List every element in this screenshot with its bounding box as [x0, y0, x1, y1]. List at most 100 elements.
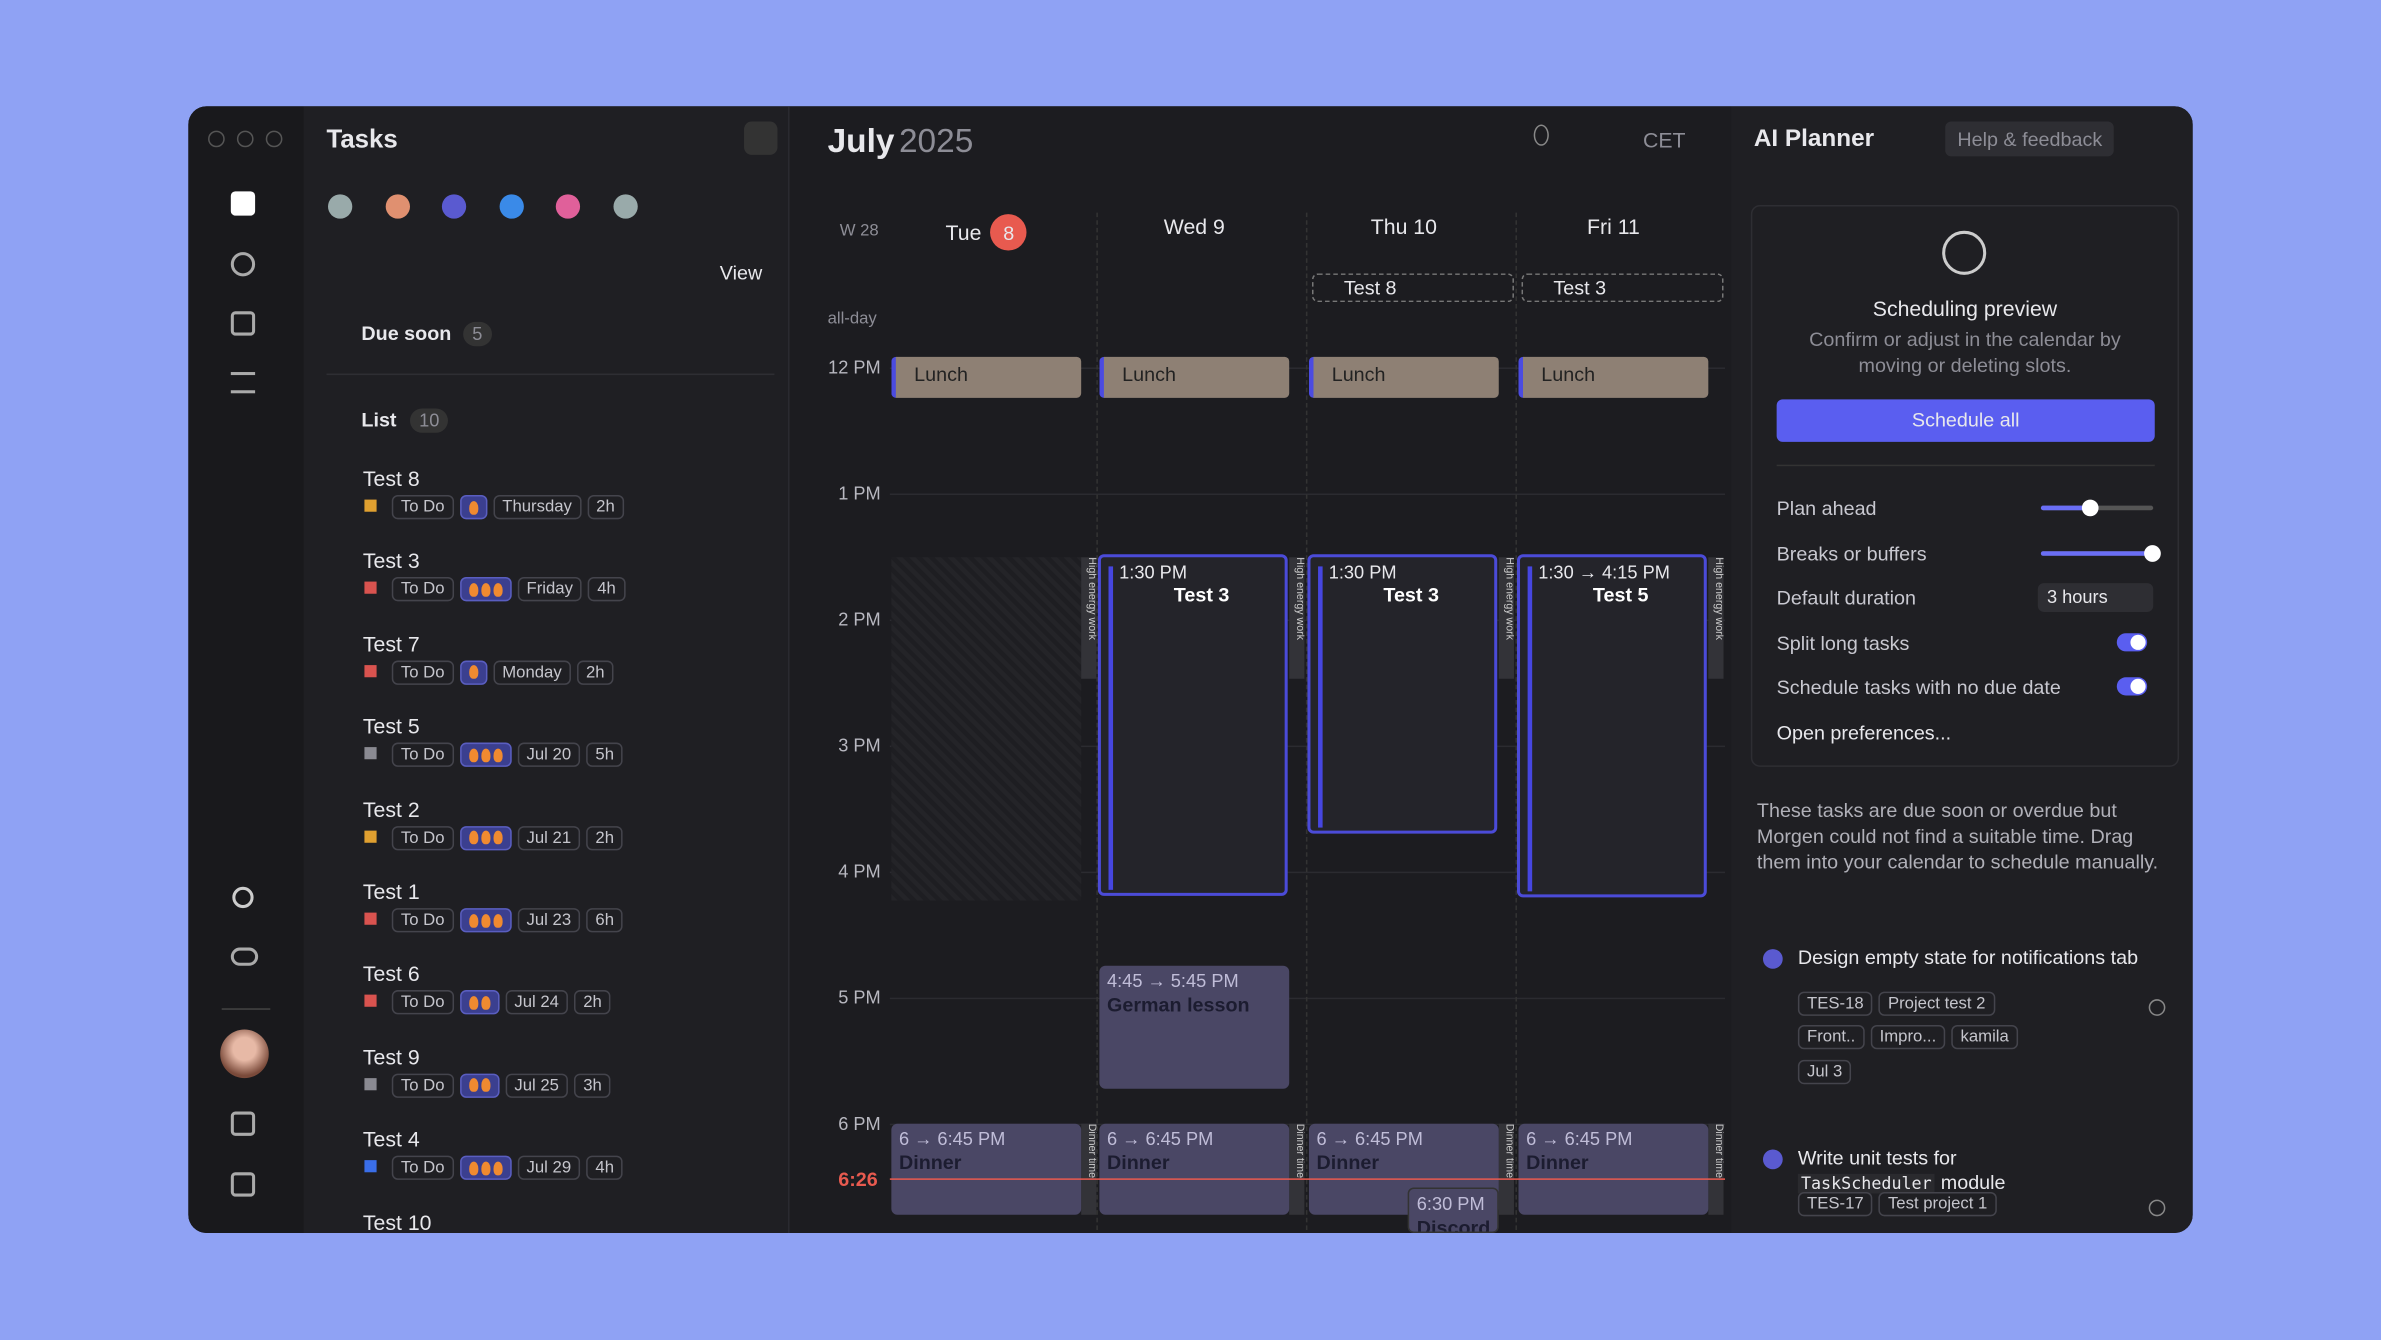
energy-chip — [459, 825, 512, 850]
divider — [221, 1008, 271, 1010]
task-meta: To Do Jul 21 2h — [391, 825, 629, 850]
duration-chip: 3h — [574, 1073, 611, 1098]
task-id: TES-17 — [1797, 1192, 1873, 1217]
hour-label: 6 PM — [838, 1113, 881, 1135]
calendar-icon[interactable] — [230, 1172, 256, 1197]
flame — [480, 748, 491, 762]
nav-button[interactable] — [1533, 124, 1549, 146]
day-header: Wed 9 — [1099, 214, 1289, 238]
flame — [468, 995, 478, 1010]
task-title: Test 4 — [362, 1127, 420, 1152]
task-meta: To Do Jul 24 2h — [391, 990, 617, 1015]
event-title: Dinner — [1106, 1151, 1170, 1174]
status-chip: To Do — [391, 495, 454, 520]
event[interactable]: 6 → 6:45 PM Dinner — [1099, 1123, 1290, 1215]
event[interactable]: 6:30 PM Discord — [1407, 1187, 1499, 1234]
task-meta: To Do Thursday 2h — [391, 495, 630, 520]
window-button[interactable] — [208, 130, 225, 148]
task-title: Test 7 — [362, 631, 420, 656]
event-time: 1:30 → 4:15 PM — [1538, 561, 1670, 584]
energy-block: High energy work — [1708, 557, 1724, 679]
sidebar — [188, 106, 304, 1234]
schedule-button[interactable]: Schedule all — [1776, 399, 2155, 442]
energy-chip — [459, 742, 512, 768]
hour-label: 12 PM — [828, 356, 881, 379]
energy-chip — [459, 990, 500, 1015]
toggle[interactable] — [2116, 677, 2148, 696]
flame — [493, 913, 503, 928]
energy-block: High energy work — [1081, 557, 1097, 679]
duration-chip: 2h — [576, 660, 614, 685]
nav-icon[interactable] — [230, 252, 256, 277]
add-button[interactable] — [744, 121, 778, 155]
help-icon[interactable] — [230, 1111, 256, 1136]
energy-chip — [459, 908, 512, 933]
duration-select[interactable]: 3 hours — [2037, 583, 2154, 612]
priority-flag — [364, 912, 377, 925]
event-title: Test 5 — [1592, 583, 1649, 606]
tasks-nav[interactable] — [230, 191, 256, 216]
flame — [468, 1161, 478, 1175]
all-day-label: all-day — [827, 309, 877, 328]
status-icon[interactable] — [232, 886, 254, 909]
event-time: 4:45 → 5:45 PM — [1106, 970, 1239, 992]
due-chip: Jul 25 — [505, 1073, 569, 1098]
energy-chip — [459, 577, 512, 602]
nav-icon[interactable] — [230, 311, 256, 336]
source-icon[interactable] — [498, 194, 524, 219]
setting-label: Default duration — [1776, 586, 1917, 609]
duration-chip: 5h — [586, 742, 624, 768]
nav-icon[interactable] — [230, 372, 256, 394]
tag-chip: Front.. — [1797, 1024, 1865, 1050]
task-id: TES-18 — [1797, 991, 1873, 1016]
nav-button[interactable] — [1485, 125, 1500, 146]
source-icon[interactable] — [384, 194, 410, 219]
hour-line — [889, 1123, 1726, 1126]
day-name: Wed 9 — [1163, 214, 1225, 239]
slider-knob[interactable] — [2144, 545, 2161, 562]
event-title: Dinner — [898, 1151, 962, 1174]
slider-knob[interactable] — [2082, 499, 2100, 517]
event-title: Discord — [1416, 1216, 1491, 1234]
nav-button[interactable] — [1582, 125, 1597, 146]
task-title: Design empty state for notifications tab — [1797, 946, 2139, 969]
toggle[interactable] — [2116, 633, 2148, 652]
task-title: Test 8 — [362, 466, 420, 491]
energy-block: High energy work — [1289, 557, 1305, 679]
count: 5 — [463, 321, 492, 347]
avatar[interactable] — [220, 1029, 269, 1079]
source-icon[interactable] — [555, 194, 581, 219]
day-header: Tue 8 — [891, 214, 1081, 251]
flame — [468, 913, 478, 928]
event[interactable]: 1:30 PM Test 3 — [1097, 554, 1288, 896]
code: TaskScheduler — [1797, 1173, 1935, 1194]
note: These tasks are due soon or overdue but … — [1756, 798, 2159, 874]
task-meta: To Do Monday 2h — [391, 660, 620, 685]
help-button[interactable]: Help & feedback — [1945, 121, 2115, 157]
event[interactable]: 6 → 6:45 PM Dinner — [1518, 1123, 1709, 1215]
task-date: Jul 3 — [1797, 1059, 1858, 1085]
task-title: Test 9 — [362, 1044, 420, 1069]
event[interactable]: 6 → 6:45 PM Dinner — [891, 1123, 1082, 1215]
view-button[interactable]: View — [719, 261, 763, 284]
list-label: List — [361, 408, 397, 432]
source-icon[interactable] — [612, 194, 638, 219]
event[interactable]: 4:45 → 5:45 PM German lesson — [1099, 965, 1290, 1089]
energy-chip — [459, 660, 488, 685]
setting-label: Plan ahead — [1776, 496, 1877, 520]
duration-chip: 4h — [588, 577, 625, 602]
window-button[interactable] — [236, 130, 254, 148]
window-button[interactable] — [265, 130, 283, 148]
task-tags: Front.. Impro... kamila — [1797, 1024, 2024, 1050]
priority-flag — [364, 995, 377, 1008]
status-chip: To Do — [391, 1155, 454, 1181]
event[interactable]: 1:30 PM Test 3 — [1307, 554, 1498, 834]
source-icon[interactable] — [441, 194, 467, 219]
people-icon[interactable] — [230, 947, 259, 966]
lunch-event: Lunch — [1099, 356, 1290, 398]
source-icon[interactable] — [327, 194, 353, 219]
priority-flag — [364, 499, 377, 512]
event[interactable]: 1:30 → 4:15 PM Test 5 — [1516, 554, 1707, 898]
divider — [1776, 464, 2155, 467]
preferences-link[interactable]: Open preferences... — [1776, 721, 1952, 745]
